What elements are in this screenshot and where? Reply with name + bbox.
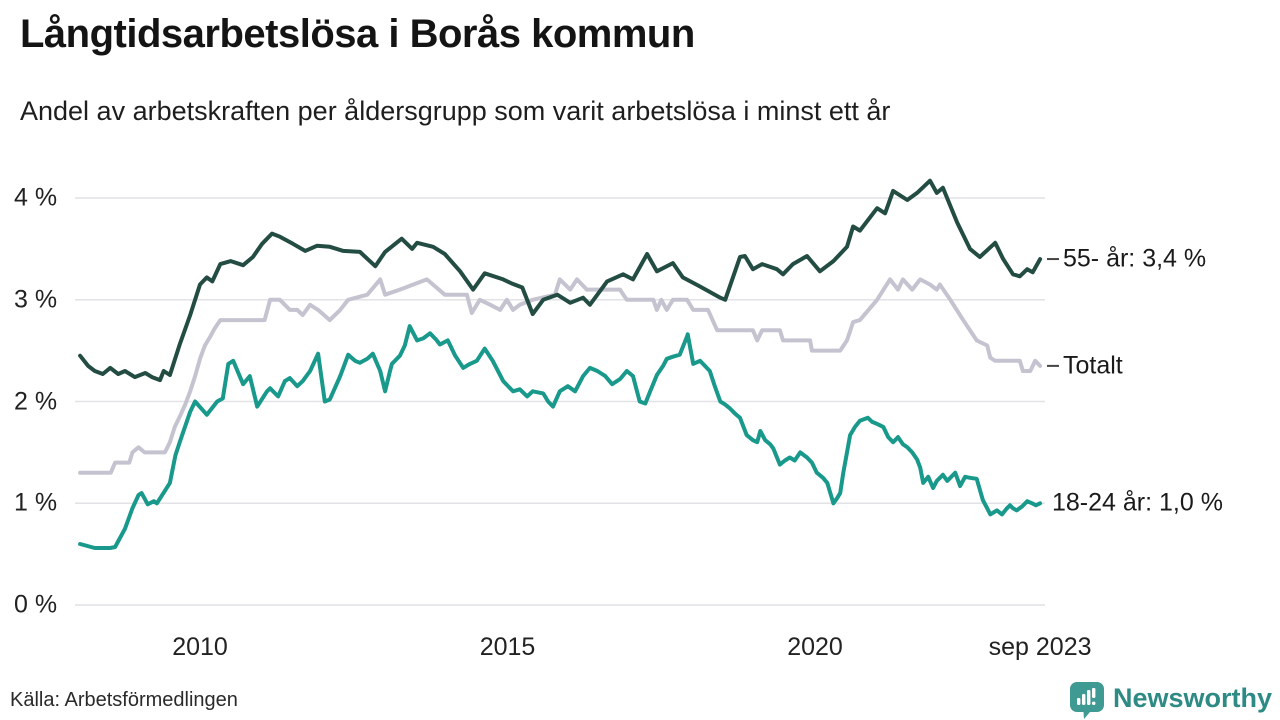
- y-tick-label: 1 %: [14, 488, 58, 517]
- series-line-18-24-ar: [78, 324, 1043, 550]
- brand-name: Newsworthy: [1112, 683, 1272, 713]
- x-tick-label: sep 2023: [988, 633, 1092, 661]
- series-end-label-55-ar: 55- år: 3,4 %: [1063, 244, 1207, 273]
- y-tick-label: 0 %: [14, 590, 58, 619]
- x-tick-label: 2020: [787, 633, 843, 661]
- page-subtitle: Andel av arbetskraften per åldersgrupp s…: [20, 96, 891, 126]
- series-end-label-totalt: Totalt: [1063, 351, 1123, 380]
- series-end-label-18-24-ar: 18-24 år: 1,0 %: [1052, 488, 1223, 517]
- series-line-totalt: [78, 277, 1043, 475]
- page-title: Långtidsarbetslösa i Borås kommun: [20, 12, 695, 56]
- x-tick-label: 2010: [172, 633, 228, 661]
- source-note: Källa: Arbetsförmedlingen: [10, 689, 238, 711]
- y-tick-label: 2 %: [14, 387, 58, 415]
- x-tick-label: 2015: [479, 633, 536, 661]
- y-tick-label: 3 %: [14, 285, 58, 314]
- newsworthy-logo-icon: [1069, 681, 1105, 720]
- brand-lockup: Newsworthy: [1069, 681, 1272, 720]
- series-line-55-ar: [78, 178, 1043, 383]
- y-tick-label: 4 %: [14, 183, 58, 212]
